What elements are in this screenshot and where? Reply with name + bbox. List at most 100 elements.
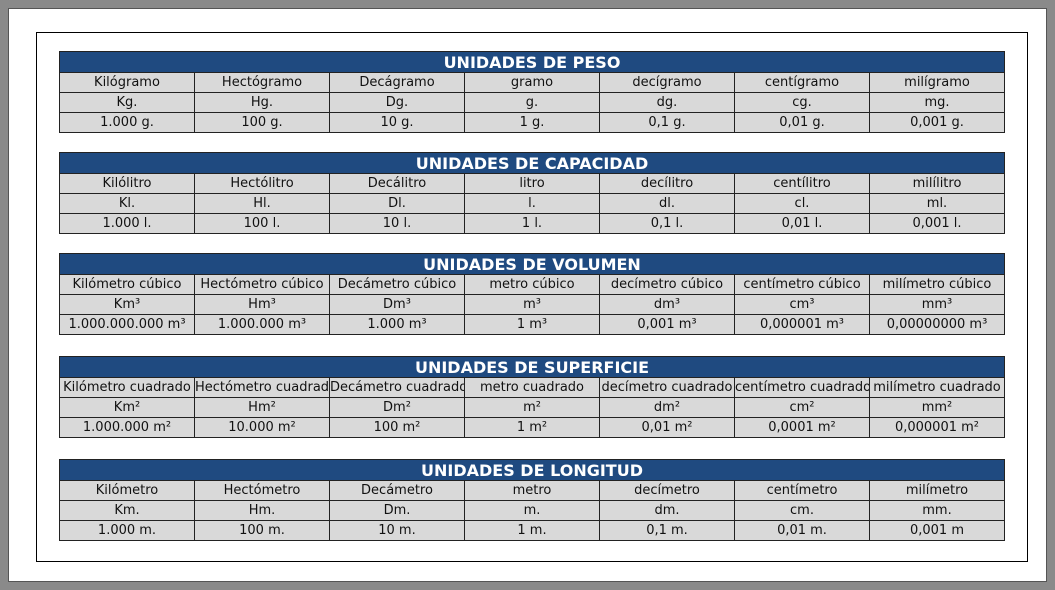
table-cell: 1.000.000 m³ [194, 314, 330, 335]
table-row: 1.000.000 m² 10.000 m² 100 m² 1 m² 0,01 m² 0,… [59, 417, 1005, 438]
table-cell: milígramo [869, 72, 1005, 93]
table-cell: 0,001 l. [869, 213, 1005, 234]
table-cell: 0,000001 m³ [734, 314, 870, 335]
table-cell: 100 m² [329, 417, 465, 438]
table-cell: centímetro cuadrado [734, 377, 870, 398]
table-cell: mg. [869, 92, 1005, 113]
table-row: Km³ Hm³ Dm³ m³ dm³ cm³ mm³ [59, 294, 1005, 315]
table-cell: 0,001 m³ [599, 314, 735, 335]
table-cell: 0,0001 m² [734, 417, 870, 438]
table-cell: Kg. [59, 92, 195, 113]
table-cell: 100 l. [194, 213, 330, 234]
table-cell: milímetro cúbico [869, 274, 1005, 295]
table-cell: cm² [734, 397, 870, 418]
table-cell: dl. [599, 193, 735, 214]
table-cell: l. [464, 193, 600, 214]
table-cell: Km² [59, 397, 195, 418]
table-row: 1.000.000.000 m³ 1.000.000 m³ 1.000 m³ 1 m³… [59, 314, 1005, 335]
title-row: UNIDADES DE LONGITUD [59, 459, 1005, 481]
table-row: Kilómetro cúbico Hectómetro cúbico Decámet… [59, 274, 1005, 295]
table-cell: g. [464, 92, 600, 113]
table-cell: Kl. [59, 193, 195, 214]
table-cell: decílitro [599, 173, 735, 194]
table-cell: Hg. [194, 92, 330, 113]
table-cell: Dg. [329, 92, 465, 113]
table-row: Km. Hm. Dm. m. dm. cm. mm. [59, 500, 1005, 521]
table-cell: Hectómetro cúbico [194, 274, 330, 295]
table-row: Kilómetro cuadrado Hectómetro cuadrado Dec… [59, 377, 1005, 398]
table-cell: Hl. [194, 193, 330, 214]
unit-table: UNIDADES DE CAPACIDAD Kilólitro Hectólitro… [59, 152, 1005, 234]
table-cell: 1.000.000.000 m³ [59, 314, 195, 335]
table-cell: 0,001 m [869, 520, 1005, 541]
table-cell: m² [464, 397, 600, 418]
table-cell: 1 m³ [464, 314, 600, 335]
unit-table: UNIDADES DE PESO Kilógramo Hectógramo Decág… [59, 51, 1005, 133]
table-cell: Hectólitro [194, 173, 330, 194]
table-row: Kilólitro Hectólitro Decálitro litro decílit… [59, 173, 1005, 194]
table-cell: gramo [464, 72, 600, 93]
table-cell: cg. [734, 92, 870, 113]
table-cell: dm³ [599, 294, 735, 315]
table-cell: Decámetro [329, 480, 465, 501]
table-cell: cm. [734, 500, 870, 521]
table-cell: Kilómetro cúbico [59, 274, 195, 295]
unit-table: UNIDADES DE SUPERFICIE Kilómetro cuadrado… [59, 356, 1005, 438]
table-cell: Hectómetro cuadrado [194, 377, 330, 398]
table-cell: Dm. [329, 500, 465, 521]
table-title: UNIDADES DE VOLUMEN [59, 253, 1005, 275]
table-row: Kg. Hg. Dg. g. dg. cg. mg. [59, 92, 1005, 113]
table-cell: 10 l. [329, 213, 465, 234]
title-row: UNIDADES DE SUPERFICIE [59, 356, 1005, 378]
table-cell: cm³ [734, 294, 870, 315]
table-cell: 0,000001 m² [869, 417, 1005, 438]
table-cell: centímetro [734, 480, 870, 501]
table-cell: Decámetro cúbico [329, 274, 465, 295]
table-cell: Kilómetro [59, 480, 195, 501]
table-cell: centígramo [734, 72, 870, 93]
table-row: Km² Hm² Dm² m² dm² cm² mm² [59, 397, 1005, 418]
title-row: UNIDADES DE PESO [59, 51, 1005, 73]
table-cell: decígramo [599, 72, 735, 93]
title-row: UNIDADES DE VOLUMEN [59, 253, 1005, 275]
table-cell: centílitro [734, 173, 870, 194]
table-cell: Hm² [194, 397, 330, 418]
table-cell: 10 g. [329, 112, 465, 133]
table-cell: dg. [599, 92, 735, 113]
table-row: Kilómetro Hectómetro Decámetro metro decímet… [59, 480, 1005, 501]
table-cell: Kilólitro [59, 173, 195, 194]
table-cell: 1 m. [464, 520, 600, 541]
table-title: UNIDADES DE PESO [59, 51, 1005, 73]
frame [36, 32, 1028, 562]
table-cell: ml. [869, 193, 1005, 214]
table-cell: dm. [599, 500, 735, 521]
table-row: 1.000 g. 100 g. 10 g. 1 g. 0,1 g. 0,01 g. 0,00… [59, 112, 1005, 133]
table-cell: 10 m. [329, 520, 465, 541]
table-cell: 1 g. [464, 112, 600, 133]
table-cell: 1 l. [464, 213, 600, 234]
table-cell: Decágramo [329, 72, 465, 93]
table-cell: mm³ [869, 294, 1005, 315]
table-cell: decímetro cuadrado [599, 377, 735, 398]
table-cell: 10.000 m² [194, 417, 330, 438]
table-cell: 1.000 m³ [329, 314, 465, 335]
table-cell: centímetro cúbico [734, 274, 870, 295]
table-cell: Hectógramo [194, 72, 330, 93]
table-cell: 0,01 m² [599, 417, 735, 438]
table-cell: Hm. [194, 500, 330, 521]
table-cell: metro cúbico [464, 274, 600, 295]
table-title: UNIDADES DE CAPACIDAD [59, 152, 1005, 174]
table-cell: 1.000 g. [59, 112, 195, 133]
table-cell: Km. [59, 500, 195, 521]
table-cell: 100 m. [194, 520, 330, 541]
table-cell: m³ [464, 294, 600, 315]
table-row: 1.000 m. 100 m. 10 m. 1 m. 0,1 m. 0,01 m. 0,00… [59, 520, 1005, 541]
table-row: 1.000 l. 100 l. 10 l. 1 l. 0,1 l. 0,01 l. 0,00… [59, 213, 1005, 234]
table-cell: 0,01 g. [734, 112, 870, 133]
table-cell: milímetro [869, 480, 1005, 501]
table-cell: Dm² [329, 397, 465, 418]
table-cell: cl. [734, 193, 870, 214]
table-cell: 1.000 l. [59, 213, 195, 234]
table-cell: Km³ [59, 294, 195, 315]
